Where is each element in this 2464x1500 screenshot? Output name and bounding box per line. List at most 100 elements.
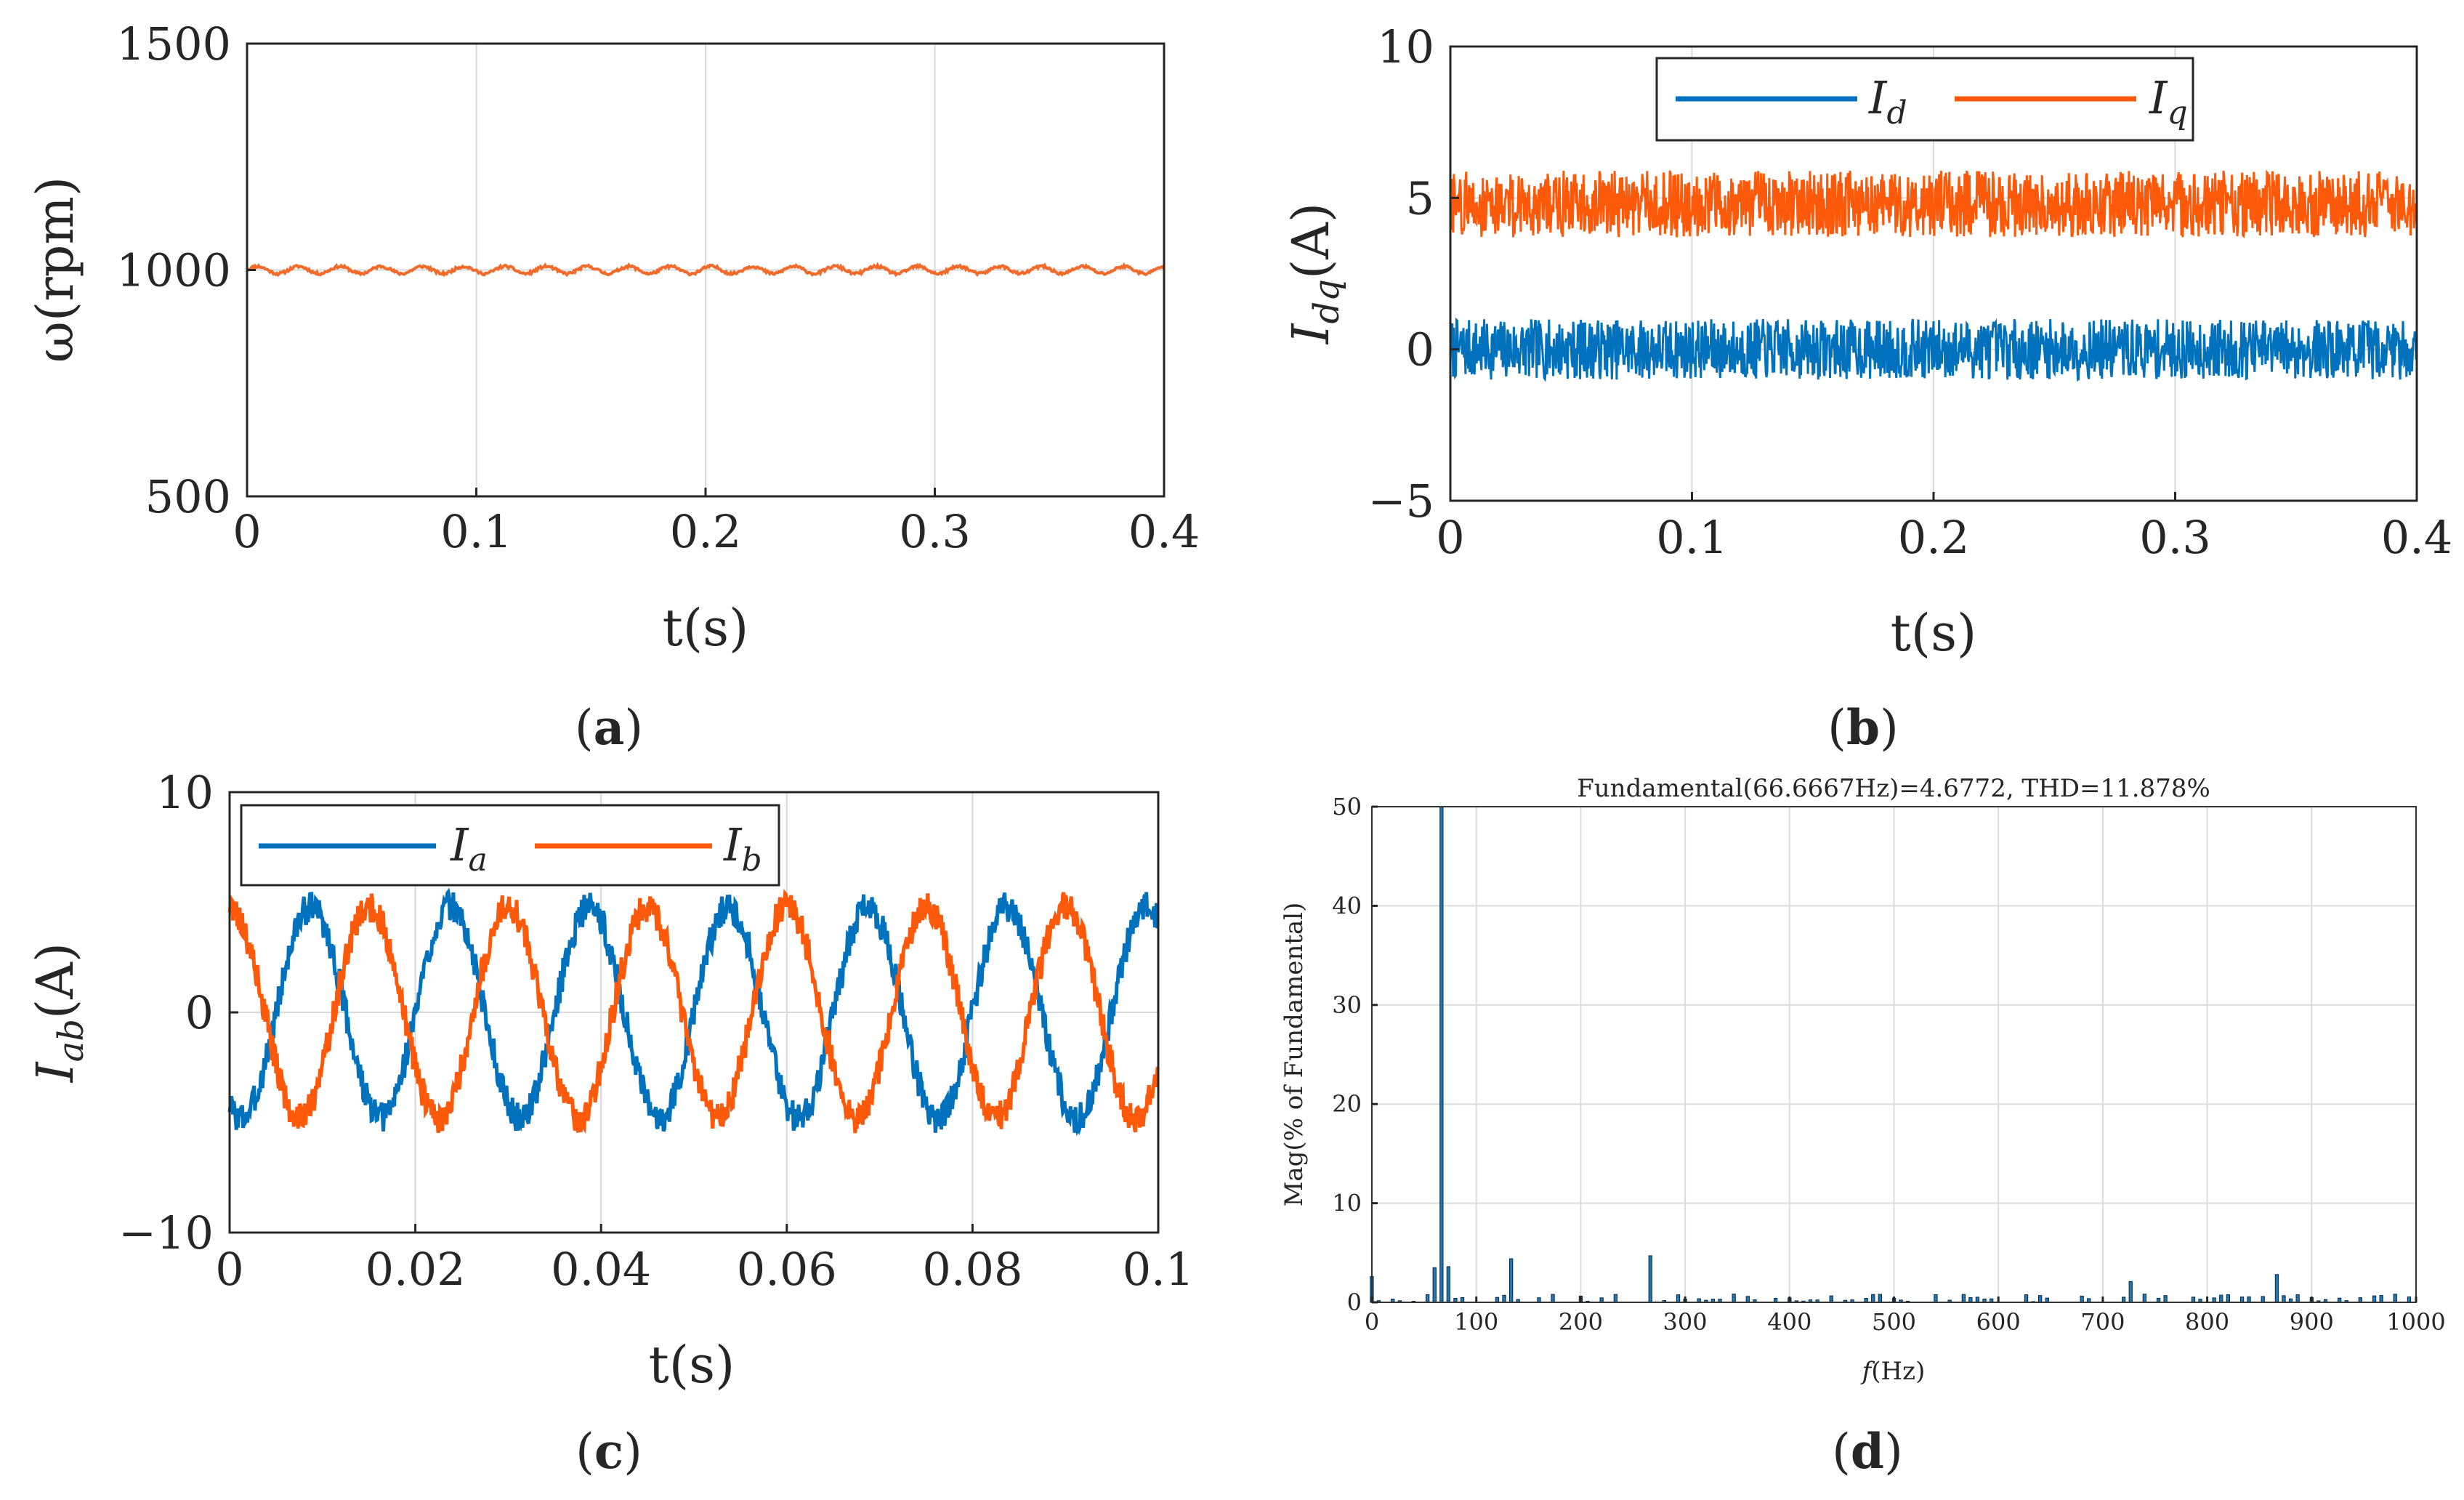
panel-d: 0 100 200 300 400 500 600 700 800 900 1000 0 10 20 30… xyxy=(1280,774,2446,1480)
spectrum-bar xyxy=(1934,1294,1938,1303)
series-line-ia xyxy=(227,887,1160,1137)
spectrum-bar xyxy=(1446,1266,1450,1303)
y-tick-label: 5 xyxy=(1406,172,1434,225)
svg-text:Id: Id xyxy=(1868,71,1907,132)
x-tick-label: 0.04 xyxy=(551,1243,651,1296)
panel-c-legend: Ia Ib xyxy=(240,804,780,887)
series-line-id xyxy=(1449,317,2418,382)
panel-b-plot-area xyxy=(1449,169,2418,382)
x-tick-label: 0 xyxy=(233,505,261,558)
x-tick-label: 0.3 xyxy=(2139,511,2211,564)
x-tick-label: 400 xyxy=(1767,1308,1811,1336)
series-line-iq xyxy=(1449,169,2418,239)
y-tick-label: 30 xyxy=(1332,991,1362,1019)
x-tick-label: 0.3 xyxy=(899,505,971,558)
panel-a-y-ticks: 500 1000 1500 xyxy=(116,17,256,523)
y-tick-label: 0 xyxy=(1347,1289,1362,1316)
panel-b-x-ticks: 0 0.1 0.2 0.3 0.4 xyxy=(1436,492,2452,564)
x-tick-label: 0.4 xyxy=(1128,505,1200,558)
x-tick-label: 0 xyxy=(1436,511,1464,564)
panel-c-caption: (c) xyxy=(575,1423,642,1480)
y-tick-label: 0 xyxy=(185,986,214,1039)
legend-item-ia: Ia xyxy=(259,818,488,879)
y-tick-label: 10 xyxy=(156,766,214,819)
x-tick-label: 800 xyxy=(2185,1308,2229,1336)
spectrum-bar xyxy=(2295,1294,2300,1303)
spectrum-bar xyxy=(1495,1297,1500,1303)
spectrum-bar xyxy=(2038,1295,2043,1303)
panel-c-x-ticks: 0 0.02 0.04 0.06 0.08 0.1 xyxy=(215,1224,1194,1296)
y-tick-label: 50 xyxy=(1332,793,1362,820)
spectrum-bar xyxy=(2372,1295,2377,1303)
svg-text:Ib: Ib xyxy=(723,818,762,879)
spectrum-bar xyxy=(1432,1267,1437,1303)
svg-text:Ia: Ia xyxy=(450,818,488,879)
spectrum-bar xyxy=(2128,1281,2133,1303)
spectrum-bar xyxy=(2407,1297,2412,1303)
series-line-speed xyxy=(246,262,1166,278)
x-tick-label: 0.2 xyxy=(670,505,742,558)
y-tick-label: 500 xyxy=(145,470,231,523)
x-tick-label: 0.02 xyxy=(365,1243,466,1296)
spectrum-bar xyxy=(2080,1295,2084,1303)
x-tick-label: 600 xyxy=(1976,1308,2021,1336)
spectrum-bar xyxy=(1426,1294,1430,1303)
panel-a: 0 0.1 0.2 0.3 0.4 500 1000 1500 t(s) ω(rpm) (a… xyxy=(25,17,1200,756)
x-tick-label: 200 xyxy=(1559,1308,1603,1336)
x-tick-label: 700 xyxy=(2080,1308,2125,1336)
y-tick-label: 1500 xyxy=(116,17,231,70)
x-tick-label: 0.08 xyxy=(922,1243,1022,1296)
spectrum-bar xyxy=(1745,1296,1750,1303)
spectrum-bar xyxy=(2163,1295,2168,1303)
spectrum-bar xyxy=(2239,1297,2245,1303)
panel-c-y-ticks: −10 0 10 xyxy=(118,766,238,1259)
y-tick-label: −10 xyxy=(118,1206,214,1259)
spectrum-bar xyxy=(1871,1294,1875,1303)
panel-b-y-ticks: −5 0 5 10 xyxy=(1368,20,1459,528)
x-tick-label: 100 xyxy=(1454,1308,1498,1336)
y-tick-label: 1000 xyxy=(116,244,231,297)
panel-c-x-label: t(s) xyxy=(649,1335,735,1395)
spectrum-bar xyxy=(1829,1295,1833,1303)
spectrum-bar xyxy=(1878,1294,1882,1303)
panel-d-y-ticks: 0 10 20 30 40 50 xyxy=(1332,793,1378,1316)
panel-a-caption: (a) xyxy=(575,699,643,756)
spectrum-bar xyxy=(1502,1294,1506,1303)
spectrum-bar xyxy=(2122,1297,2126,1303)
legend-item-ib: Ib xyxy=(535,818,762,879)
spectrum-bar xyxy=(2282,1295,2286,1303)
panel-d-x-ticks: 0 100 200 300 400 500 600 700 800 900 1000 xyxy=(1365,1297,2446,1336)
x-tick-label: 0.1 xyxy=(1656,511,1728,564)
x-tick-label: 900 xyxy=(2290,1308,2334,1336)
panel-d-y-label: Mag(% of Fundamental) xyxy=(1280,903,1309,1207)
spectrum-bar xyxy=(1648,1255,1652,1303)
spectrum-bar xyxy=(2142,1294,2146,1303)
x-tick-label: 0.4 xyxy=(2381,511,2453,564)
panel-d-title: Fundamental(66.6667Hz)=4.6772, THD=11.87… xyxy=(1577,774,2210,803)
spectrum-bar xyxy=(2393,1294,2397,1303)
y-tick-label: 10 xyxy=(1377,20,1434,73)
x-tick-label: 0.2 xyxy=(1898,511,1970,564)
y-tick-label: 0 xyxy=(1406,323,1434,376)
series-line-ib xyxy=(227,888,1160,1134)
spectrum-bar xyxy=(2024,1294,2029,1303)
spectrum-bar xyxy=(1551,1294,1555,1303)
spectrum-bar xyxy=(1509,1258,1514,1303)
panel-d-caption: (d) xyxy=(1832,1423,1903,1480)
panel-d-x-label: f(Hz) xyxy=(1860,1357,1926,1386)
spectrum-bar xyxy=(2219,1294,2223,1303)
spectrum-bar xyxy=(1961,1294,1966,1303)
spectrum-bar xyxy=(1613,1294,1617,1303)
x-tick-label: 1000 xyxy=(2386,1308,2445,1336)
x-tick-label: 500 xyxy=(1872,1308,1916,1336)
panel-c-plot-area xyxy=(227,887,1160,1137)
x-tick-label: 0 xyxy=(1365,1308,1379,1336)
y-tick-label: 10 xyxy=(1332,1190,1362,1217)
x-tick-label: 0.1 xyxy=(1123,1243,1195,1296)
spectrum-bar xyxy=(1975,1297,1980,1303)
panel-b-y-label: Idq(A) xyxy=(1281,203,1347,345)
x-tick-label: 0.1 xyxy=(440,505,512,558)
y-tick-label: 20 xyxy=(1332,1090,1362,1118)
